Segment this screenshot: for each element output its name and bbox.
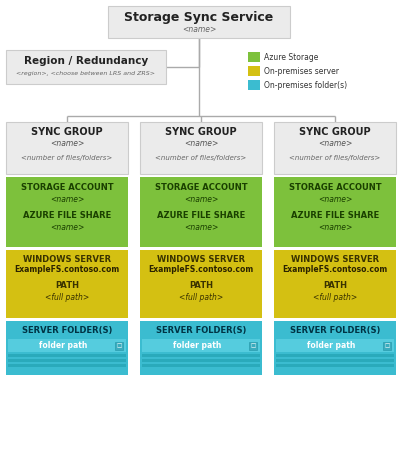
- Text: <name>: <name>: [318, 138, 352, 148]
- Text: ExampleFS.contoso.com: ExampleFS.contoso.com: [282, 266, 388, 275]
- Text: <region>, <choose between LRS and ZRS>: <region>, <choose between LRS and ZRS>: [16, 70, 156, 75]
- Text: □: □: [250, 343, 256, 348]
- Text: On-premises folder(s): On-premises folder(s): [264, 80, 347, 89]
- Bar: [108, 6, 290, 38]
- Bar: [249, 341, 257, 350]
- Bar: [6, 122, 128, 174]
- Bar: [115, 341, 123, 350]
- Text: <name>: <name>: [50, 222, 84, 232]
- Text: <name>: <name>: [50, 194, 84, 203]
- Bar: [274, 177, 396, 247]
- Text: <number of files/folders>: <number of files/folders>: [155, 155, 247, 161]
- Text: <full path>: <full path>: [45, 292, 89, 301]
- Bar: [140, 321, 262, 375]
- Bar: [8, 364, 126, 367]
- Bar: [8, 359, 126, 362]
- Text: <name>: <name>: [184, 138, 218, 148]
- Text: SERVER FOLDER(S): SERVER FOLDER(S): [290, 326, 380, 336]
- Text: <number of files/folders>: <number of files/folders>: [21, 155, 113, 161]
- Text: <name>: <name>: [184, 222, 218, 232]
- Bar: [140, 177, 262, 247]
- Text: SYNC GROUP: SYNC GROUP: [165, 127, 237, 137]
- Text: SYNC GROUP: SYNC GROUP: [31, 127, 103, 137]
- Bar: [140, 122, 262, 174]
- Text: <name>: <name>: [50, 138, 84, 148]
- Text: AZURE FILE SHARE: AZURE FILE SHARE: [291, 211, 379, 219]
- Text: SYNC GROUP: SYNC GROUP: [299, 127, 371, 137]
- Bar: [140, 250, 262, 318]
- Bar: [383, 341, 391, 350]
- Text: On-premises server: On-premises server: [264, 66, 339, 75]
- Bar: [8, 339, 126, 352]
- Text: ExampleFS.contoso.com: ExampleFS.contoso.com: [148, 266, 254, 275]
- Text: □: □: [384, 343, 390, 348]
- Text: <full path>: <full path>: [313, 292, 357, 301]
- Text: WINDOWS SERVER: WINDOWS SERVER: [23, 256, 111, 265]
- Text: folder path: folder path: [173, 341, 221, 350]
- Bar: [142, 354, 260, 357]
- Text: <name>: <name>: [184, 194, 218, 203]
- Text: <name>: <name>: [182, 25, 216, 34]
- Bar: [274, 250, 396, 318]
- Bar: [142, 359, 260, 362]
- Text: ExampleFS.contoso.com: ExampleFS.contoso.com: [14, 266, 120, 275]
- Text: AZURE FILE SHARE: AZURE FILE SHARE: [157, 211, 245, 219]
- Text: PATH: PATH: [323, 281, 347, 291]
- Bar: [274, 321, 396, 375]
- Bar: [274, 122, 396, 174]
- Bar: [276, 354, 394, 357]
- Text: SERVER FOLDER(S): SERVER FOLDER(S): [156, 326, 246, 336]
- Bar: [276, 359, 394, 362]
- Text: □: □: [116, 343, 122, 348]
- Bar: [248, 66, 260, 76]
- Bar: [6, 250, 128, 318]
- Text: Storage Sync Service: Storage Sync Service: [124, 10, 274, 24]
- Text: PATH: PATH: [189, 281, 213, 291]
- Bar: [142, 364, 260, 367]
- Text: WINDOWS SERVER: WINDOWS SERVER: [157, 256, 245, 265]
- Text: Region / Redundancy: Region / Redundancy: [24, 56, 148, 66]
- Text: folder path: folder path: [39, 341, 87, 350]
- Text: STORAGE ACCOUNT: STORAGE ACCOUNT: [155, 183, 247, 192]
- Bar: [248, 52, 260, 62]
- Text: STORAGE ACCOUNT: STORAGE ACCOUNT: [21, 183, 113, 192]
- Bar: [276, 339, 394, 352]
- Text: PATH: PATH: [55, 281, 79, 291]
- Text: <name>: <name>: [318, 194, 352, 203]
- Text: SERVER FOLDER(S): SERVER FOLDER(S): [22, 326, 112, 336]
- Text: Azure Storage: Azure Storage: [264, 53, 318, 61]
- Text: <number of files/folders>: <number of files/folders>: [289, 155, 381, 161]
- Text: WINDOWS SERVER: WINDOWS SERVER: [291, 256, 379, 265]
- Bar: [276, 364, 394, 367]
- Text: AZURE FILE SHARE: AZURE FILE SHARE: [23, 211, 111, 219]
- Bar: [8, 354, 126, 357]
- Text: <full path>: <full path>: [179, 292, 223, 301]
- Text: folder path: folder path: [307, 341, 355, 350]
- Text: STORAGE ACCOUNT: STORAGE ACCOUNT: [289, 183, 381, 192]
- Bar: [6, 50, 166, 84]
- Bar: [248, 80, 260, 90]
- Bar: [6, 321, 128, 375]
- Bar: [142, 339, 260, 352]
- Bar: [6, 177, 128, 247]
- Text: <name>: <name>: [318, 222, 352, 232]
